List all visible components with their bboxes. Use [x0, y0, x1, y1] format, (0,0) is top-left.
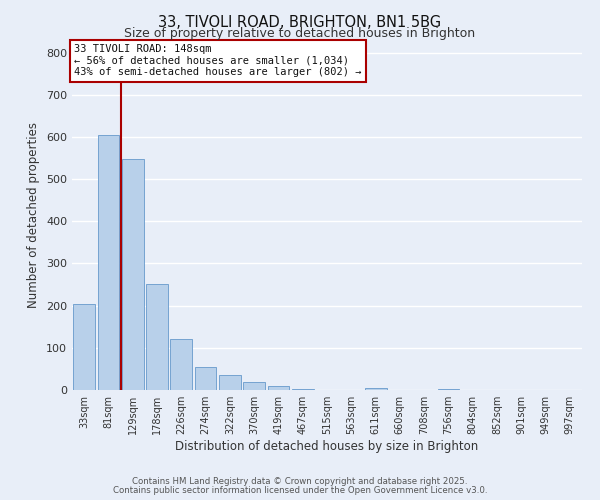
Text: 33 TIVOLI ROAD: 148sqm
← 56% of detached houses are smaller (1,034)
43% of semi-: 33 TIVOLI ROAD: 148sqm ← 56% of detached… [74, 44, 362, 78]
Text: Contains HM Land Registry data © Crown copyright and database right 2025.: Contains HM Land Registry data © Crown c… [132, 477, 468, 486]
Bar [219, 375, 241, 390]
Bar [365, 388, 386, 390]
Bar [194, 367, 217, 390]
Bar [292, 389, 314, 390]
Y-axis label: Number of detached properties: Number of detached properties [28, 122, 40, 308]
Bar [437, 389, 460, 390]
Bar [122, 160, 143, 390]
Bar [243, 382, 265, 390]
Bar [73, 304, 95, 390]
Bar [268, 386, 289, 390]
Bar [97, 135, 119, 390]
Bar [170, 339, 192, 390]
X-axis label: Distribution of detached houses by size in Brighton: Distribution of detached houses by size … [175, 440, 479, 453]
Text: Size of property relative to detached houses in Brighton: Size of property relative to detached ho… [124, 28, 476, 40]
Bar [146, 284, 168, 390]
Text: 33, TIVOLI ROAD, BRIGHTON, BN1 5BG: 33, TIVOLI ROAD, BRIGHTON, BN1 5BG [158, 15, 442, 30]
Text: Contains public sector information licensed under the Open Government Licence v3: Contains public sector information licen… [113, 486, 487, 495]
